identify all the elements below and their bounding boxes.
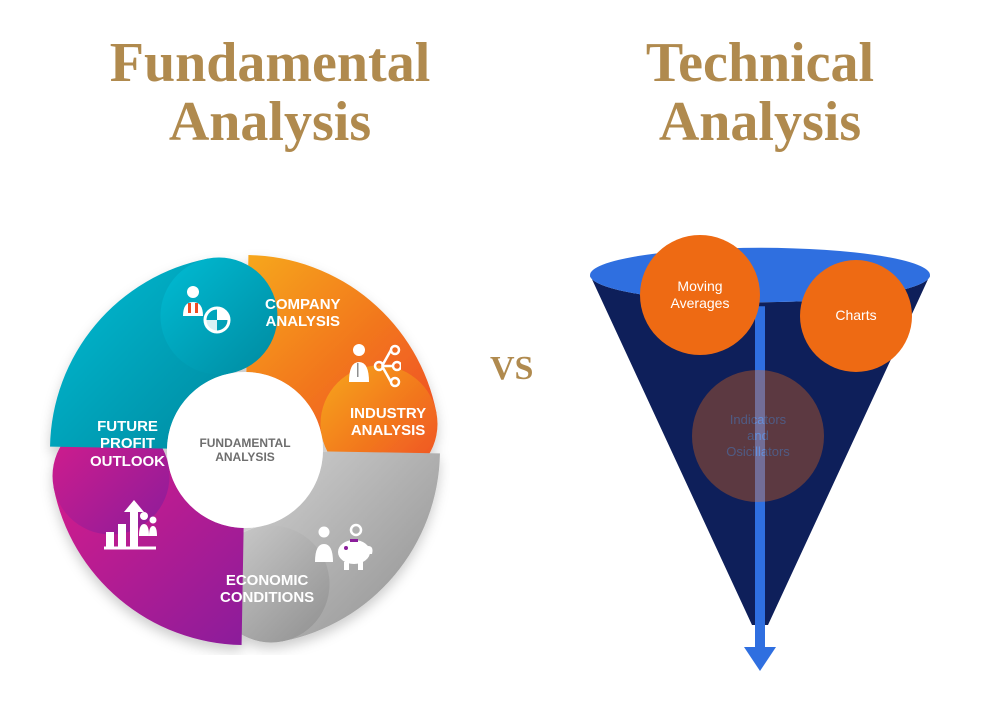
- title-technical: Technical Analysis: [570, 34, 950, 152]
- donut-center-label: FUNDAMENTAL ANALYSIS: [185, 436, 305, 465]
- bubble-moving-averages: Moving Averages: [640, 235, 760, 355]
- infographic-canvas: Fundamental Analysis Technical Analysis …: [0, 0, 987, 720]
- title-left-line2: Analysis: [169, 91, 371, 153]
- person-piggybank-icon: [312, 522, 374, 574]
- segment-label-industry: INDUSTRY ANALYSIS: [350, 405, 426, 440]
- segment-label-company: COMPANY ANALYSIS: [265, 296, 341, 331]
- bubble-indicators: Indicators and Osicillators: [692, 370, 824, 502]
- segment-label-economic: ECONOMIC CONDITIONS: [220, 572, 314, 607]
- bubble-charts: Charts: [800, 260, 912, 372]
- segment-label-future: FUTURE PROFIT OUTLOOK: [90, 418, 165, 470]
- title-right-line1: Technical: [646, 32, 874, 94]
- vs-label: VS: [490, 350, 533, 388]
- person-piechart-icon: [175, 282, 231, 338]
- title-right-line2: Analysis: [659, 91, 861, 153]
- title-fundamental: Fundamental Analysis: [60, 34, 480, 152]
- person-network-icon: [345, 338, 401, 398]
- title-left-line1: Fundamental: [110, 32, 431, 94]
- barchart-people-icon: [100, 498, 160, 554]
